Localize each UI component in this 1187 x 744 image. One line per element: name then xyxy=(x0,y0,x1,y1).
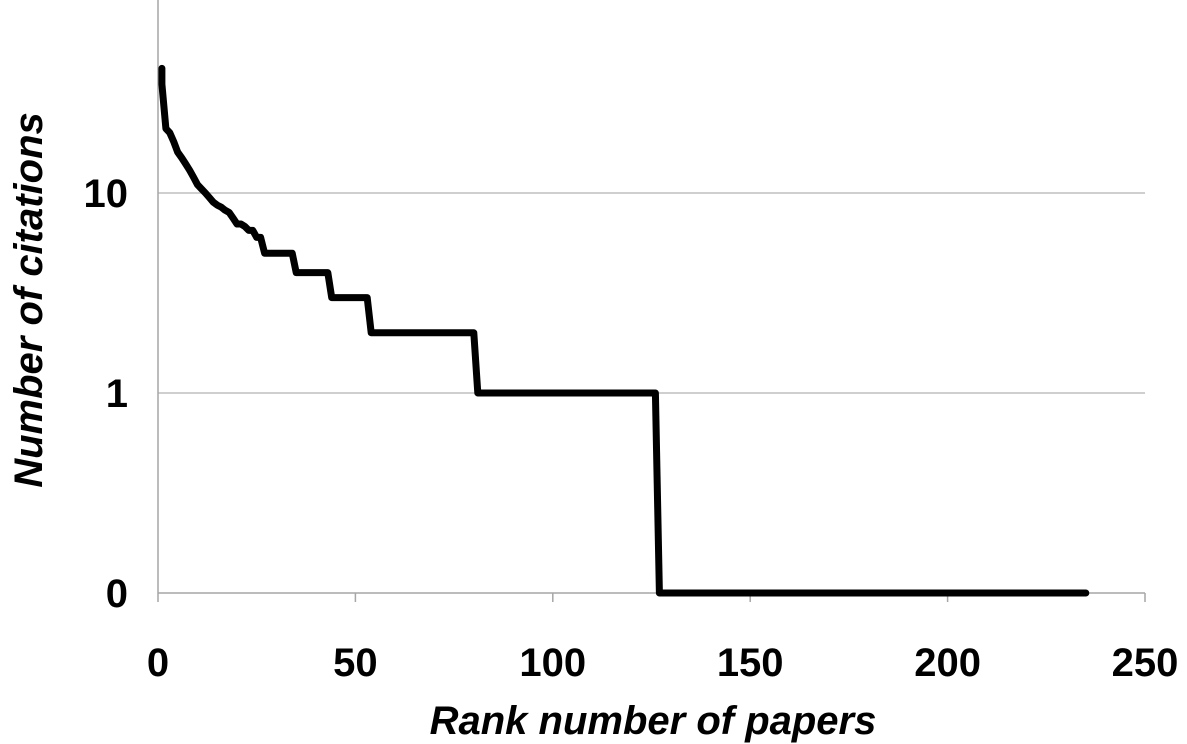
y-axis-title: Number of citations xyxy=(7,112,51,488)
axes xyxy=(157,0,1146,602)
series-line-0 xyxy=(158,64,1090,597)
x-tick-label-200: 200 xyxy=(914,641,981,685)
x-tick-label-250: 250 xyxy=(1112,641,1179,685)
y-tick-labels: 0 1 10 xyxy=(84,172,129,616)
series-layer xyxy=(158,64,1090,597)
x-tick-label-0: 0 xyxy=(147,641,169,685)
y-tick-label-0: 0 xyxy=(106,572,128,616)
x-axis-title: Rank number of papers xyxy=(430,699,877,743)
x-tick-label-100: 100 xyxy=(519,641,586,685)
y-tick-label-10: 10 xyxy=(84,172,129,216)
x-tick-label-50: 50 xyxy=(333,641,378,685)
y-tick-label-1: 1 xyxy=(106,372,128,416)
x-tick-label-150: 150 xyxy=(717,641,784,685)
x-tick-labels: 0 50 100 150 200 250 xyxy=(147,641,1179,685)
grid-lines xyxy=(158,192,1145,394)
